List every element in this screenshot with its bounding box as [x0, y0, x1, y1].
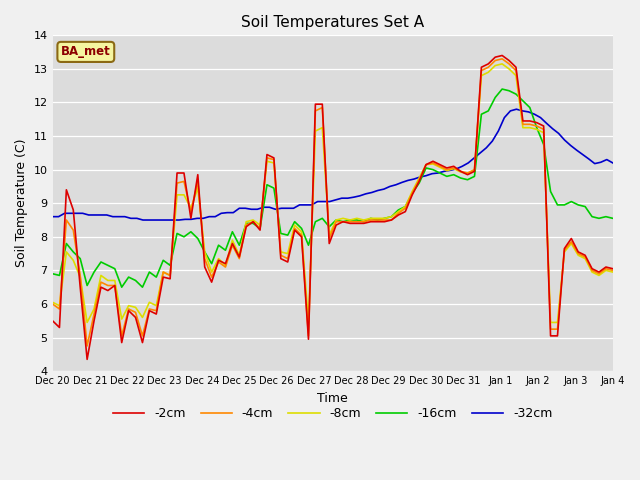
-2cm — [208, 279, 216, 285]
-4cm — [492, 58, 499, 63]
-32cm — [609, 160, 617, 166]
-8cm — [83, 320, 91, 325]
-16cm — [187, 229, 195, 235]
-4cm — [499, 56, 506, 62]
-8cm — [208, 269, 216, 275]
-2cm — [49, 318, 56, 324]
Line: -4cm: -4cm — [52, 59, 613, 346]
-32cm — [513, 107, 520, 112]
-2cm — [83, 357, 91, 362]
-16cm — [512, 91, 520, 97]
-32cm — [139, 217, 147, 223]
-16cm — [499, 86, 506, 92]
-4cm — [187, 209, 195, 215]
Line: -16cm: -16cm — [52, 89, 613, 287]
Text: BA_met: BA_met — [61, 46, 111, 59]
-4cm — [208, 274, 216, 280]
-2cm — [214, 257, 222, 263]
-2cm — [512, 64, 520, 70]
Line: -2cm: -2cm — [52, 56, 613, 360]
-8cm — [609, 269, 617, 275]
-8cm — [214, 256, 222, 262]
-2cm — [492, 54, 499, 60]
-16cm — [492, 95, 499, 100]
-8cm — [499, 61, 506, 67]
-32cm — [151, 217, 159, 223]
-4cm — [214, 259, 222, 265]
-8cm — [49, 300, 56, 305]
-8cm — [512, 73, 520, 79]
Title: Soil Temperatures Set A: Soil Temperatures Set A — [241, 15, 424, 30]
-2cm — [187, 216, 195, 221]
-4cm — [49, 301, 56, 307]
Legend: -2cm, -4cm, -8cm, -16cm, -32cm: -2cm, -4cm, -8cm, -16cm, -32cm — [108, 402, 557, 425]
-4cm — [319, 105, 326, 110]
-2cm — [499, 53, 506, 59]
-4cm — [609, 267, 617, 273]
Line: -32cm: -32cm — [52, 109, 613, 220]
-4cm — [83, 343, 91, 349]
-16cm — [214, 242, 222, 248]
Y-axis label: Soil Temperature (C): Soil Temperature (C) — [15, 139, 28, 267]
-32cm — [49, 214, 56, 219]
-32cm — [392, 182, 400, 188]
-16cm — [609, 216, 617, 221]
-32cm — [476, 150, 484, 156]
-16cm — [319, 216, 326, 221]
-32cm — [199, 216, 207, 221]
Line: -8cm: -8cm — [52, 64, 613, 323]
-4cm — [512, 68, 520, 73]
-8cm — [187, 205, 195, 211]
-2cm — [319, 101, 326, 107]
-16cm — [49, 271, 56, 276]
-32cm — [290, 205, 298, 211]
-16cm — [118, 284, 125, 290]
-8cm — [319, 125, 326, 131]
-16cm — [208, 261, 216, 266]
-2cm — [609, 266, 617, 272]
-8cm — [492, 63, 499, 69]
-32cm — [271, 206, 279, 212]
X-axis label: Time: Time — [317, 392, 348, 405]
